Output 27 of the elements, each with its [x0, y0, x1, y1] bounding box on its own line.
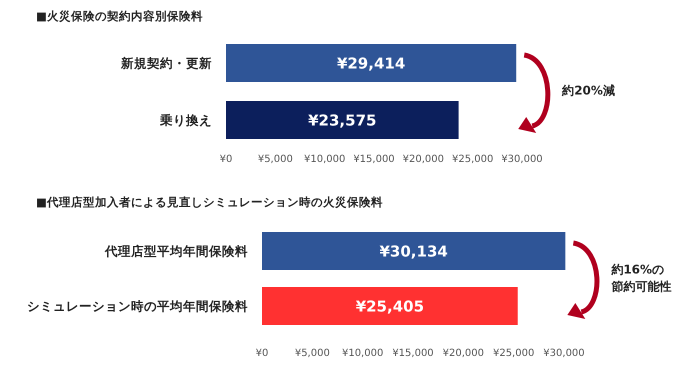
x-tick-label: ¥15,000	[353, 154, 395, 165]
data-label: ¥25,405	[356, 298, 424, 316]
text: 節約可能性	[610, 280, 672, 294]
y-tick-label: 代理店型平均年間保険料	[104, 244, 248, 258]
chart-title: ■代理店型加入者による見直しシミュレーション時の火災保険料	[36, 195, 383, 209]
data-label: ¥23,575	[308, 112, 376, 130]
x-tick-label: ¥5,000	[294, 348, 330, 359]
x-tick-label: ¥25,000	[492, 348, 534, 359]
x-tick-label: ¥0	[220, 154, 232, 165]
x-tick-label: ¥15,000	[392, 348, 434, 359]
x-tick-label: ¥10,000	[304, 154, 346, 165]
x-tick-label: ¥10,000	[342, 348, 384, 359]
x-tick-label: ¥30,000	[543, 348, 585, 359]
x-tick-label: ¥20,000	[402, 154, 444, 165]
y-tick-label: シミュレーション時の平均年間保険料	[27, 298, 248, 314]
x-tick-label: ¥25,000	[452, 154, 494, 165]
x-tick-label: ¥20,000	[442, 348, 484, 359]
y-tick-label: 新規契約・更新	[120, 56, 212, 70]
x-tick-label: ¥30,000	[501, 154, 543, 165]
data-label: ¥30,134	[380, 242, 448, 260]
x-tick-label: ¥5,000	[258, 154, 293, 165]
text: ■火災保険の契約内容別保険料	[36, 9, 203, 23]
data-label: ¥29,414	[336, 54, 406, 72]
text: 約16%の	[610, 262, 664, 276]
x-tick-label: ¥0	[256, 348, 268, 359]
text: 約20%減	[561, 84, 615, 98]
y-tick-label: 乗り換え	[159, 112, 212, 128]
